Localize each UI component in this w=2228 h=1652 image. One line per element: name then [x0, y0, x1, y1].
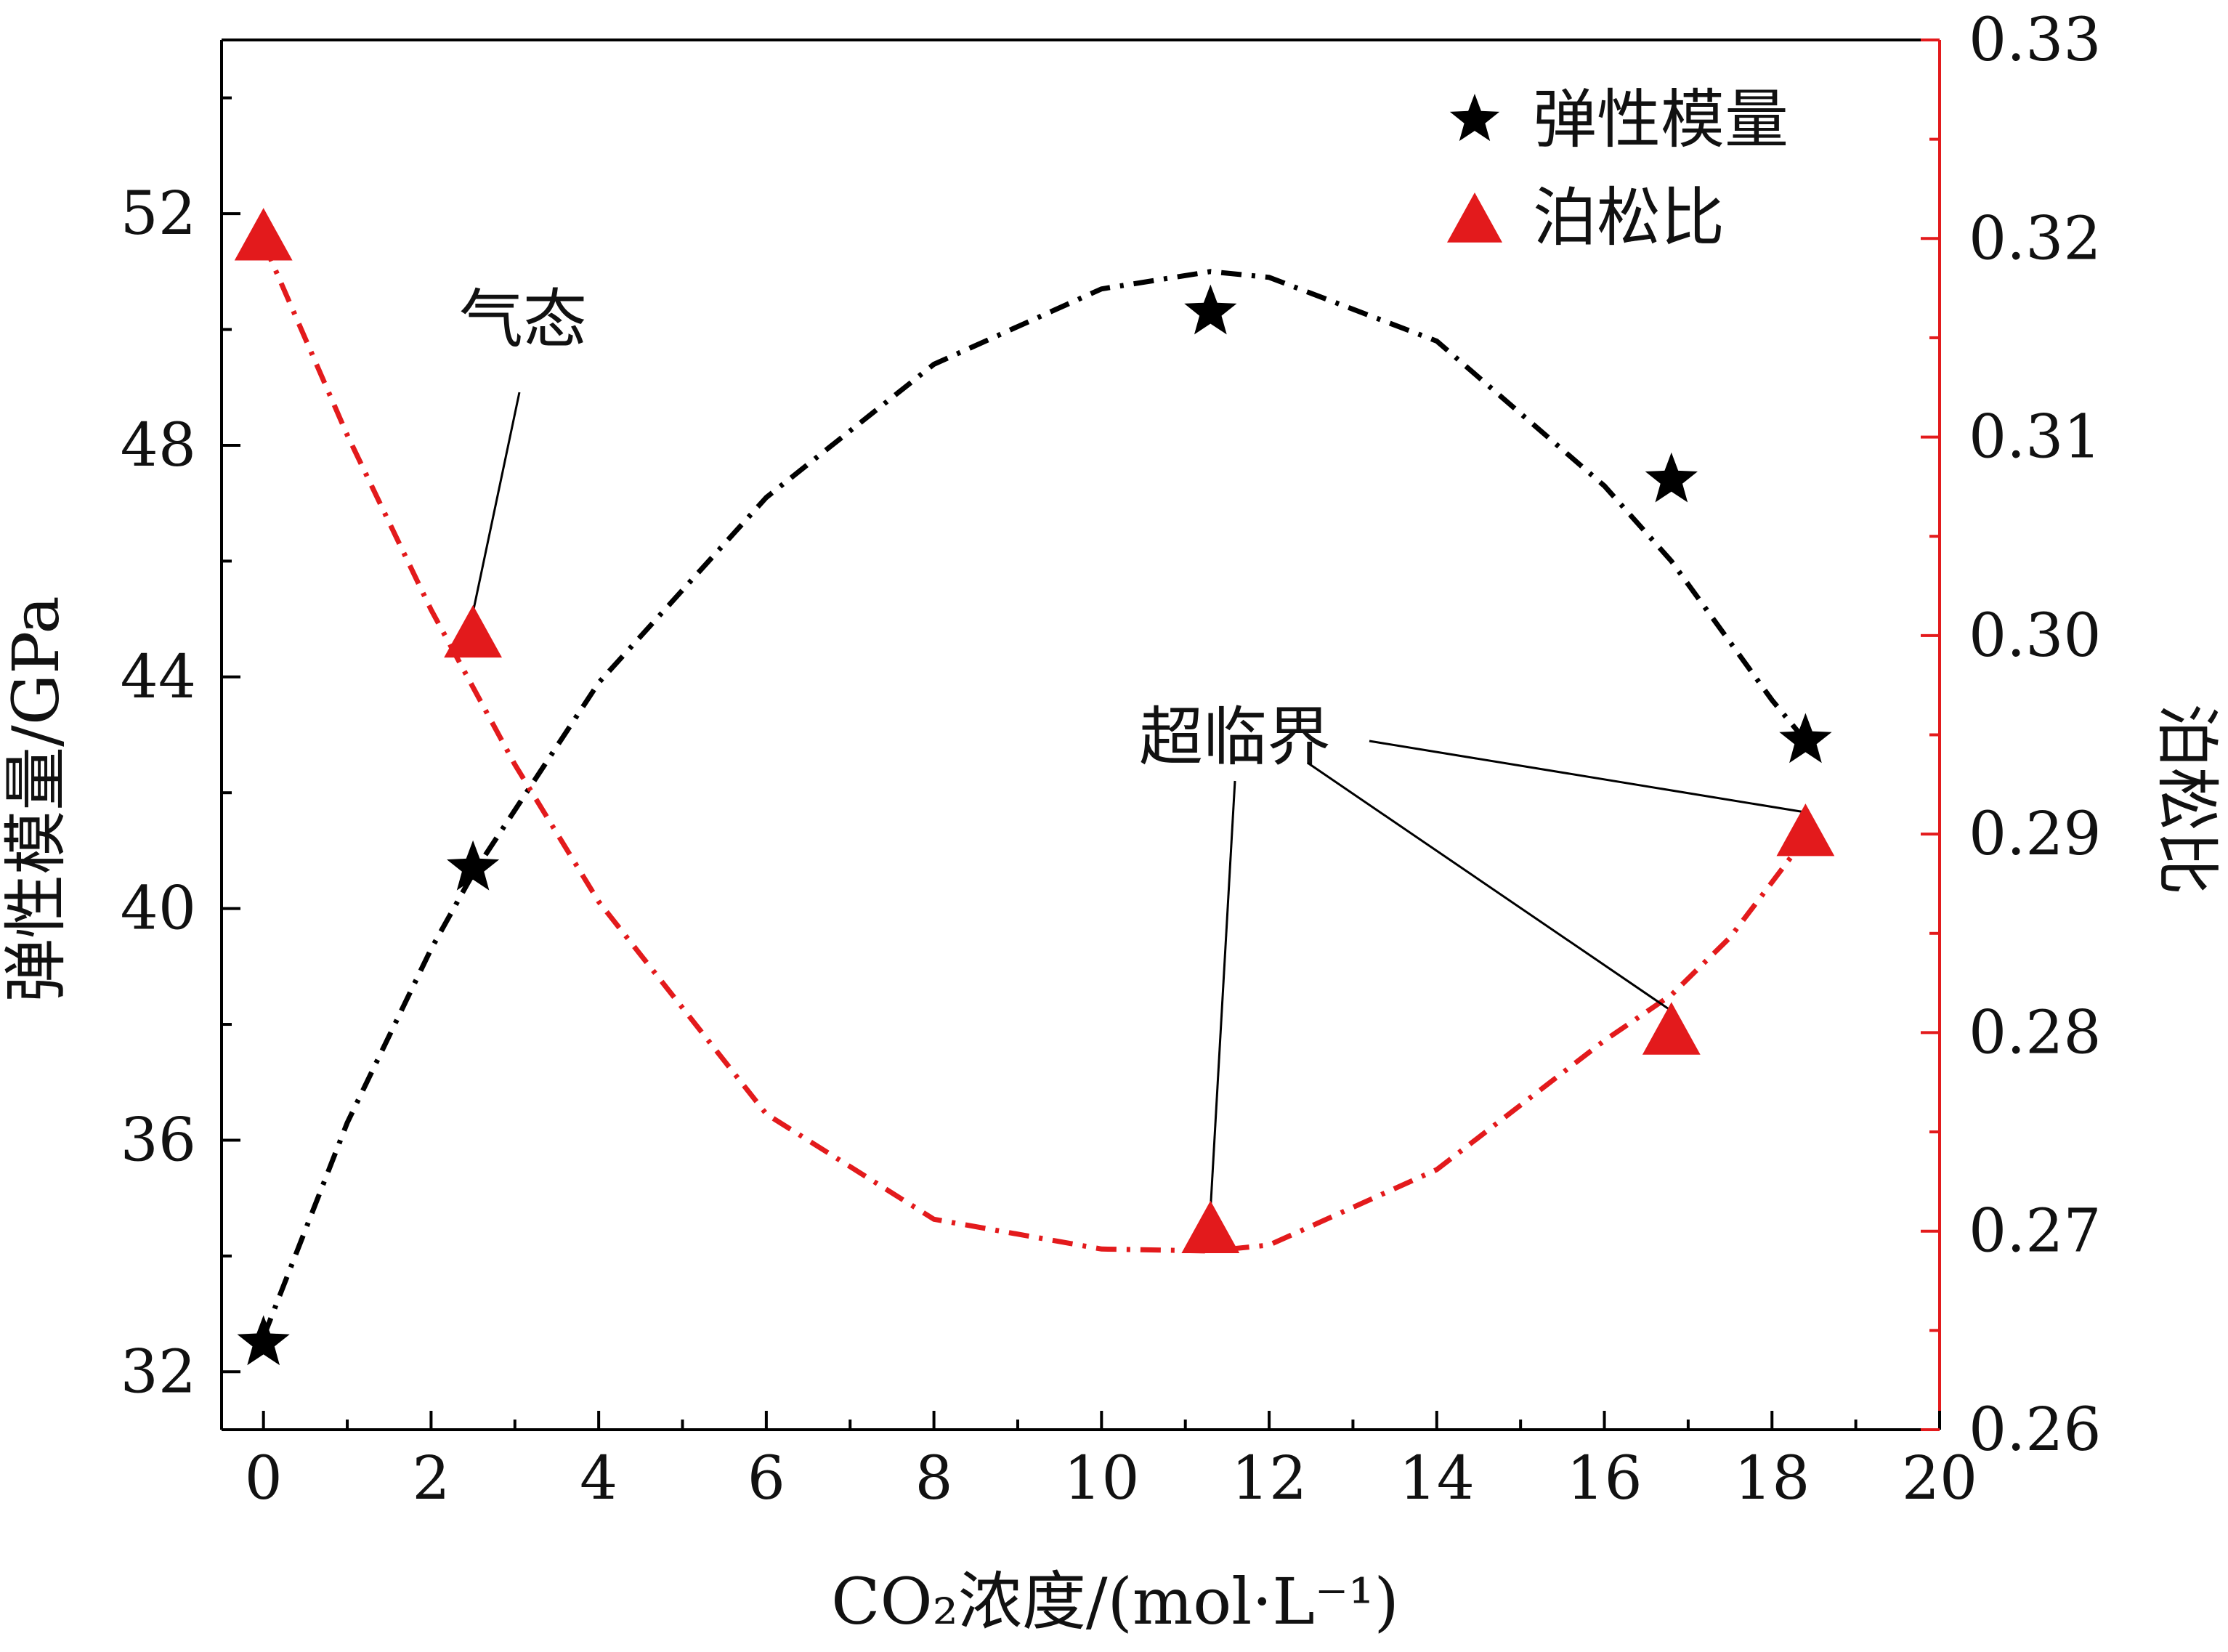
modulus-point [237, 1315, 290, 1366]
annotation-supercritical-leader [1209, 780, 1236, 1210]
annotation-supercritical-label: 超临界 [1139, 700, 1331, 774]
y2-tick-label: 0.29 [1969, 800, 2102, 869]
y2-tick-label: 0.26 [1969, 1396, 2102, 1465]
x-tick-label: 14 [1399, 1444, 1475, 1513]
annotation-gas-leader [471, 392, 521, 613]
poisson-point [1776, 803, 1835, 857]
plot-frame [220, 39, 1941, 1431]
poisson-point [444, 604, 502, 658]
y2-tick-label: 0.30 [1969, 602, 2102, 671]
x-tick-label: 6 [748, 1444, 785, 1513]
x-axis-title: CO₂浓度/(mol·L⁻¹) [831, 1564, 1399, 1639]
y2-tick-label: 0.31 [1969, 403, 2102, 472]
legend-label-modulus: 弹性模量 [1533, 82, 1789, 157]
annotation-supercritical-leader [1369, 740, 1806, 814]
y-tick-label: 32 [121, 1337, 196, 1406]
y2-tick-label: 0.28 [1969, 998, 2102, 1067]
y2-tick-label: 0.32 [1969, 204, 2102, 273]
modulus-point [447, 840, 500, 891]
modulus-fit-line [261, 269, 1808, 1338]
y-tick-label: 36 [121, 1106, 196, 1175]
annotation-supercritical-leader [1307, 761, 1672, 1012]
markers [234, 208, 1835, 1366]
y-tick-label: 52 [121, 179, 196, 248]
poisson-point [1642, 1002, 1701, 1055]
y2-axis-title: 泊松比 [2150, 703, 2224, 895]
y-axis-title: 弹性模量/GPa [0, 596, 73, 1003]
x-tick-label: 18 [1734, 1444, 1810, 1513]
modulus-point [1184, 284, 1237, 335]
y-tick-label: 40 [121, 875, 196, 944]
y2-tick-label: 0.27 [1969, 1197, 2102, 1266]
fit-lines [261, 241, 1808, 1338]
modulus-point [1645, 452, 1698, 503]
modulus-point [1779, 713, 1832, 764]
y-tick-label: 48 [121, 411, 196, 480]
x-tick-label: 4 [580, 1444, 617, 1513]
poisson-point [1181, 1200, 1240, 1253]
legend-star-icon [1449, 94, 1500, 142]
ticks: 0 2 4 6 8 10 12 14 16 18 20 32 36 40 44 48 52 0.26 0.27 0.2… [121, 6, 2102, 1513]
y2-tick-label: 0.33 [1969, 6, 2102, 75]
x-tick-label: 2 [412, 1444, 450, 1513]
x-tick-label: 16 [1566, 1444, 1642, 1513]
y-tick-label: 44 [121, 643, 196, 712]
x-tick-label: 0 [245, 1444, 283, 1513]
legend-label-poisson: 泊松比 [1533, 180, 1725, 255]
poisson-point [234, 208, 293, 261]
x-tick-label: 20 [1902, 1444, 1977, 1513]
legend-triangle-icon [1447, 193, 1502, 243]
x-tick-label: 10 [1064, 1444, 1139, 1513]
poisson-fit-line [261, 241, 1808, 1254]
x-tick-label: 8 [915, 1444, 953, 1513]
x-tick-label: 12 [1231, 1444, 1307, 1513]
annotation-gas-label: 气态 [459, 282, 587, 357]
